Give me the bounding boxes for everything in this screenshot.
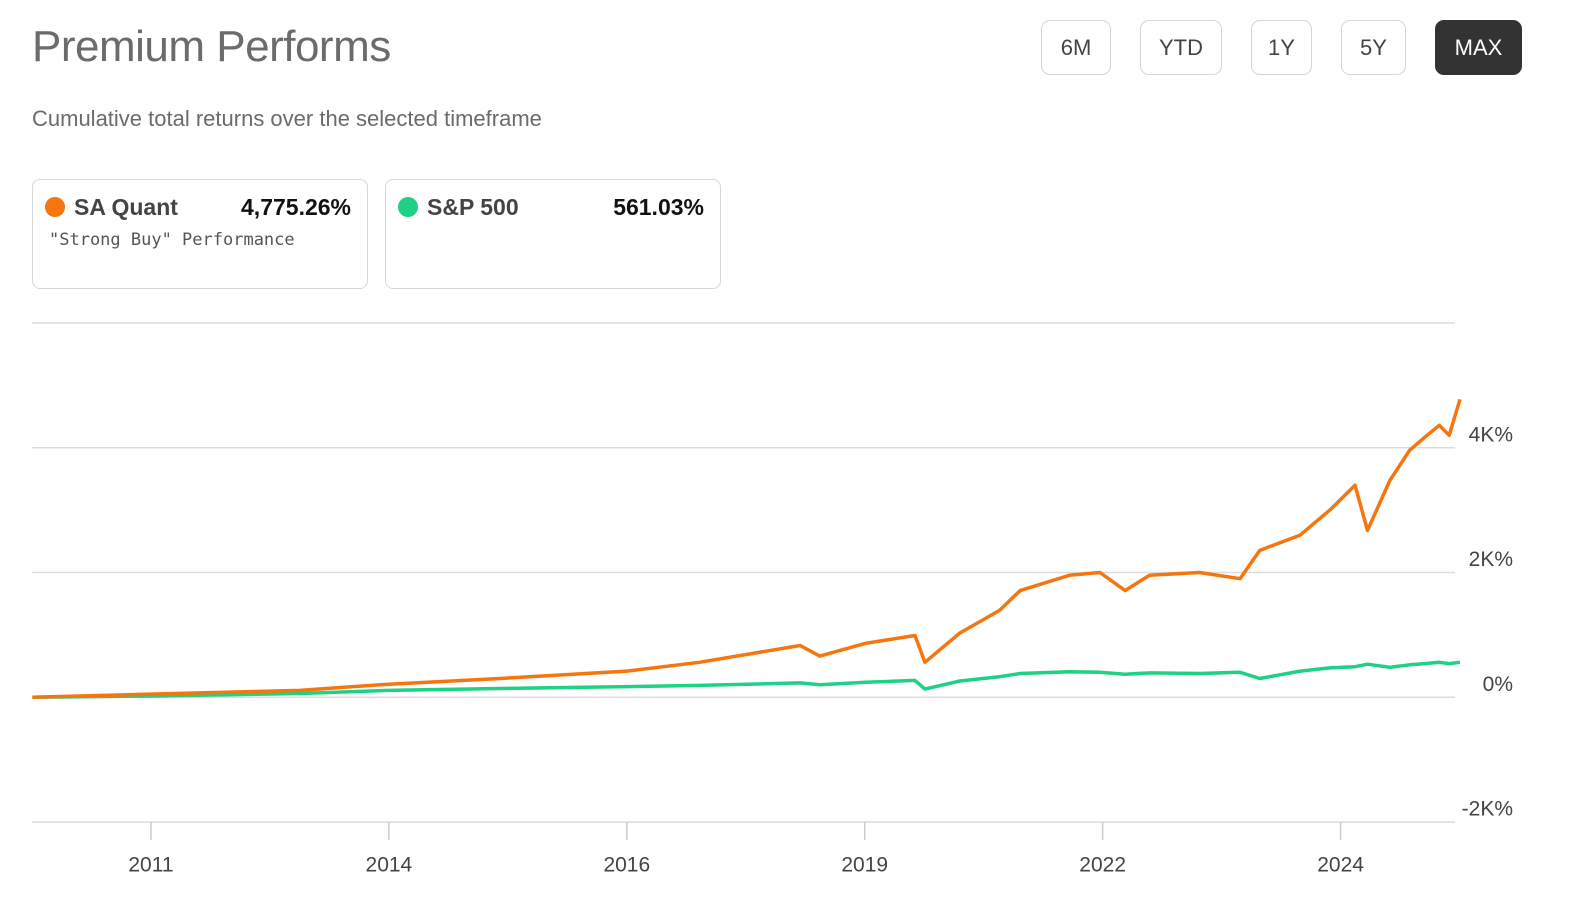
chart-title: Premium Performs: [32, 22, 391, 71]
legend-dot: [45, 197, 65, 217]
legend-card: SA Quant 4,775.26% "Strong Buy" Performanc…: [32, 179, 368, 289]
y-tick-label: -2K%: [1462, 798, 1513, 821]
timeframe-button[interactable]: 6M: [1041, 20, 1111, 75]
timeframe-button[interactable]: 1Y: [1251, 20, 1312, 75]
legend-card: S&P 500 561.03%: [385, 179, 721, 289]
x-tick-label: 2019: [841, 854, 888, 877]
timeframe-button[interactable]: YTD: [1140, 20, 1222, 75]
x-tick-label: 2011: [128, 854, 173, 877]
x-tick-label: 2016: [603, 854, 650, 877]
x-tick-label: 2014: [366, 854, 413, 877]
timeframe-button[interactable]: MAX: [1435, 20, 1522, 75]
y-tick-label: 0%: [1483, 673, 1513, 696]
legend-dot: [398, 197, 418, 217]
legend-subtitle: "Strong Buy" Performance: [49, 230, 295, 250]
timeframe-button[interactable]: 5Y: [1341, 20, 1406, 75]
series-line: [32, 398, 1462, 700]
chart-subtitle: Cumulative total returns over the select…: [32, 106, 542, 131]
x-tick-label: 2022: [1079, 854, 1126, 877]
legend-return: 561.03%: [613, 194, 704, 220]
y-tick-label: 4K%: [1469, 423, 1513, 446]
legend-return: 4,775.26%: [241, 194, 351, 220]
legend-name: SA Quant: [74, 194, 178, 220]
series-line: [32, 660, 1461, 700]
legend-name: S&P 500: [427, 194, 519, 220]
y-tick-label: 2K%: [1469, 548, 1513, 571]
x-tick-label: 2024: [1317, 854, 1364, 877]
